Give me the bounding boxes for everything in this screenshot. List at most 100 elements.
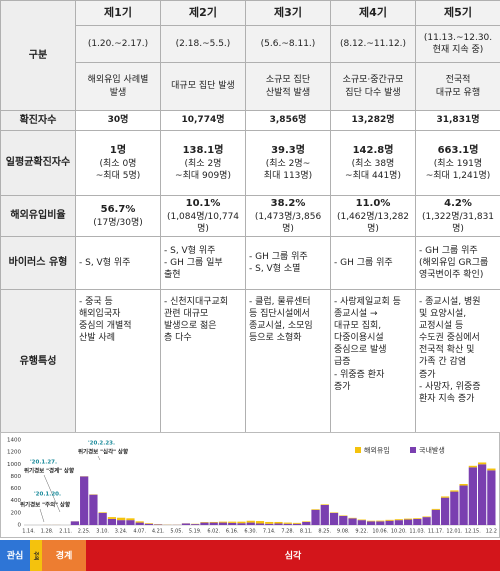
period-dates: (11.13.~12.30. 현재 지속 중): [415, 25, 500, 63]
y-tick-label: 200: [11, 510, 22, 516]
annotation-leader: [43, 474, 61, 513]
phase-label: 경계: [56, 550, 73, 562]
phase-band: [86, 540, 500, 571]
legend-swatch: [410, 447, 416, 453]
bar: [450, 490, 459, 492]
phase-band: [30, 540, 42, 571]
row-label: 확진자수: [0, 110, 76, 131]
bar: [431, 508, 440, 510]
cell-note: (1,084명/10,774명): [166, 211, 240, 234]
x-tick-label: 12.01.: [446, 529, 462, 535]
x-tick-label: 12.2: [486, 529, 497, 535]
table-cell: 4.2% (1,322명/31,831명): [415, 195, 500, 237]
bar: [89, 494, 98, 525]
period-dates: (2.18.~5.5.): [160, 25, 246, 63]
x-tick-label: 5.19.: [189, 529, 202, 535]
bar: [366, 521, 376, 525]
table-cell: - 사랑제일교회 등 종교시설 → 대규모 집회, 다중이용시설 중심으로 발생…: [330, 288, 416, 434]
table-cell: - S, V형 위주: [75, 235, 161, 290]
y-tick-label: 800: [11, 474, 22, 480]
phase-label: 관심: [7, 550, 24, 562]
bar: [135, 522, 144, 525]
bar: [255, 523, 265, 525]
bar: [107, 518, 117, 525]
period-name: 제1기: [75, 0, 161, 26]
bar: [265, 521, 274, 524]
bar: [459, 485, 468, 525]
table-cell: 10,774명: [160, 110, 246, 131]
table-cell: 30명: [75, 110, 161, 131]
bar: [468, 465, 477, 468]
bar: [366, 520, 376, 522]
cell-value: 39.3명: [271, 145, 305, 157]
y-tick-label: 1200: [7, 450, 21, 456]
bar: [329, 512, 339, 525]
table-cell: 138.1명 (최소 2명 ~최대 909명): [160, 130, 246, 196]
bar: [440, 497, 450, 525]
bar: [135, 521, 144, 523]
table-cell: 10.1% (1,084명/10,774명): [160, 195, 246, 237]
table-row: 확진자수 30명 10,774명 3,856명 13,282명 31,831명: [0, 110, 500, 131]
cell-note: (최소 191명 ~최대 1,241명): [425, 158, 491, 181]
bar: [487, 468, 496, 471]
annotation-leader: [39, 508, 45, 523]
bar: [200, 522, 209, 525]
bar: [117, 517, 126, 521]
x-tick-label: 10.20.: [391, 529, 407, 535]
annotation-text: 위기경보 "경계" 상향: [24, 467, 74, 475]
period-name: 제2기: [160, 0, 246, 26]
table-cell: - GH 그룹 위주 - S, V형 소멸: [245, 235, 331, 290]
bar: [376, 520, 385, 522]
cell-value: 56.7%: [100, 204, 136, 216]
bar: [292, 523, 302, 525]
table-cell: 39.3명 (최소 2명~ 최대 113명): [245, 130, 331, 196]
table-row: 해외유입 사례별 발생 대규모 집단 발생 소규모 집단 산발적 발생 소규모·중간규…: [1, 62, 500, 111]
table-cell: - GH 그룹 위주 (해외유입 GR그룹 영국변이주 확인): [415, 235, 500, 290]
bar: [218, 522, 228, 525]
bar: [228, 521, 237, 523]
table-row: 일평균확진자수 1명 (최소 0명 ~최대 5명) 138.1명 (최소 2명 ~최대 …: [0, 130, 500, 196]
x-tick-label: 10.06.: [372, 529, 388, 535]
y-tick-label: 400: [11, 498, 22, 504]
bar: [126, 520, 135, 525]
bar: [477, 462, 487, 465]
phase-label: 주의: [33, 551, 40, 561]
legend-label: 해외유입: [364, 446, 390, 455]
table-cell: - GH 그룹 위주: [330, 235, 416, 290]
bar: [237, 521, 246, 524]
table-cell: 1명 (최소 0명 ~최대 5명): [75, 130, 161, 196]
table-cell: - 클럽, 물류센터 등 집단시설에서 종교시설, 소모임 등으로 소형화: [245, 288, 331, 434]
bar: [311, 509, 320, 510]
table-cell: - 신천지대구교회 관련 대규모 발생으로 젊은 층 다수: [160, 288, 246, 434]
bar: [394, 520, 403, 525]
x-tick-label: 2.11.: [59, 529, 72, 535]
x-tick-label: 1.14.: [22, 529, 35, 535]
x-tick-label: 6.30.: [244, 529, 257, 535]
table-row: 해외유입비율 56.7% (17명/30명) 10.1% (1,084명/10,774명…: [0, 195, 500, 237]
cell-value: 10.1%: [185, 198, 221, 209]
bar: [228, 522, 237, 525]
bar: [403, 519, 413, 525]
x-tick-label: 7.14.: [263, 529, 276, 535]
bar: [80, 476, 89, 525]
cell-note: (1,473명/3,856명): [254, 211, 322, 234]
row-label: 해외유입비율: [0, 195, 76, 237]
period-dates: (1.20.~2.17.): [75, 25, 161, 63]
bar: [209, 521, 218, 523]
annotation-date: '20.2.23.: [88, 441, 115, 447]
annotation-date: '20.1.27.: [30, 460, 57, 466]
cell-note: (최소 2명 ~최대 909명): [175, 158, 231, 181]
phase-label: 심각: [285, 550, 302, 562]
bar: [191, 524, 200, 525]
period-name: 제4기: [330, 0, 416, 26]
x-tick-label: 11.03.: [409, 529, 425, 535]
bar: [413, 518, 422, 525]
period-name: 제3기: [245, 0, 331, 26]
bar: [459, 484, 468, 486]
table-cell: 13,282명: [330, 110, 416, 131]
bar: [117, 520, 126, 525]
row-label: 바이러스 유형: [0, 235, 76, 290]
bar: [302, 521, 311, 522]
x-tick-label: 4.21.: [152, 529, 165, 535]
bar: [237, 523, 246, 525]
